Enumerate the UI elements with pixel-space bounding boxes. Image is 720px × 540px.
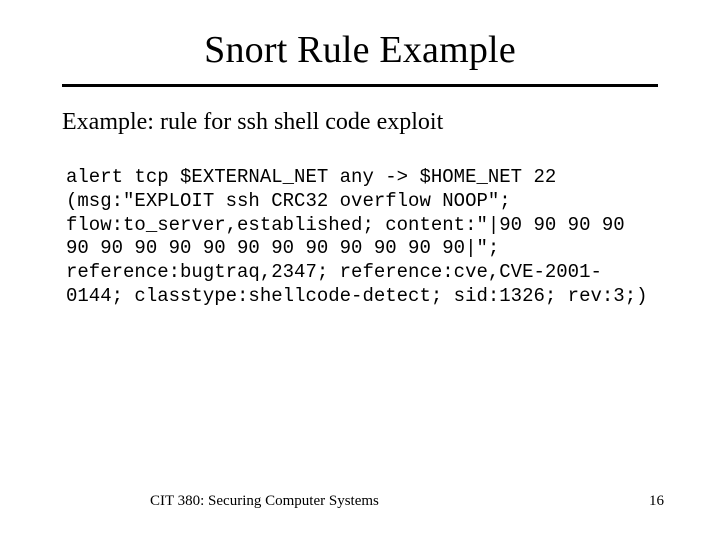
slide-title: Snort Rule Example (0, 0, 720, 84)
slide: Snort Rule Example Example: rule for ssh… (0, 0, 720, 540)
title-underline (62, 84, 658, 87)
slide-subtitle: Example: rule for ssh shell code exploit (62, 109, 658, 136)
footer-page-number: 16 (649, 493, 664, 510)
footer-course: CIT 380: Securing Computer Systems (150, 493, 379, 510)
code-block: alert tcp $EXTERNAL_NET any -> $HOME_NET… (66, 166, 654, 309)
